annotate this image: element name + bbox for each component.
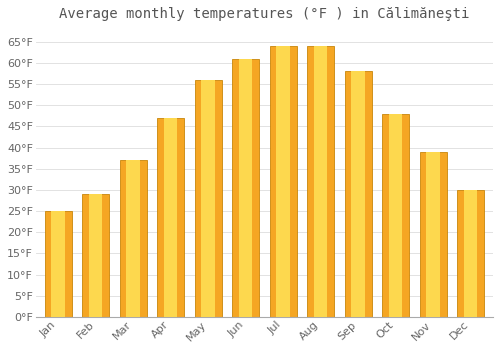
Bar <box>464 190 477 317</box>
Bar <box>276 46 290 317</box>
Bar <box>270 46 296 317</box>
Bar <box>202 80 215 317</box>
Bar <box>157 118 184 317</box>
Bar <box>382 114 409 317</box>
Bar <box>314 46 328 317</box>
Bar <box>389 114 402 317</box>
Bar <box>232 59 259 317</box>
Bar <box>457 190 484 317</box>
Bar <box>307 46 334 317</box>
Bar <box>420 152 446 317</box>
Bar <box>52 211 65 317</box>
Bar <box>239 59 252 317</box>
Bar <box>82 194 109 317</box>
Bar <box>164 118 177 317</box>
Bar <box>194 80 222 317</box>
Bar <box>344 71 372 317</box>
Bar <box>120 160 146 317</box>
Bar <box>426 152 440 317</box>
Bar <box>44 211 72 317</box>
Bar <box>89 194 102 317</box>
Bar <box>352 71 365 317</box>
Title: Average monthly temperatures (°F ) in Călimăneşti: Average monthly temperatures (°F ) in Că… <box>59 7 470 21</box>
Bar <box>126 160 140 317</box>
